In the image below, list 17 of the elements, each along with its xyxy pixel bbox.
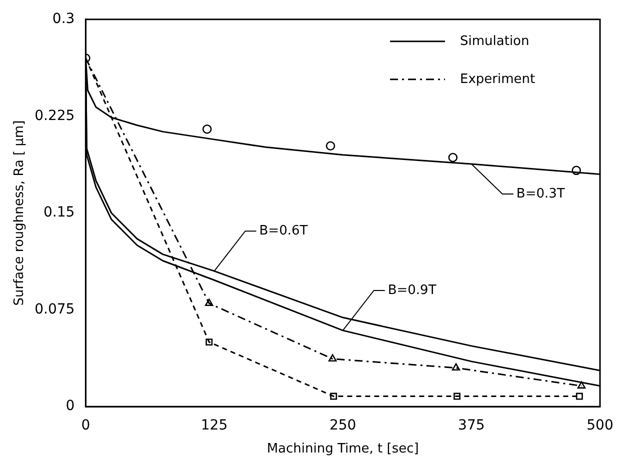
x-tick-label: 0 — [81, 418, 90, 434]
x-tick-label: 500 — [586, 418, 614, 434]
y-tick-label: 0.225 — [34, 108, 75, 124]
annotation: B=0.6T — [259, 223, 308, 238]
y-tick-label: 0.15 — [44, 204, 75, 221]
x-axis-title: Machining Time, t [sec] — [266, 442, 419, 457]
annotation: B=0.9T — [388, 282, 436, 298]
y-tick-label: 0.3 — [52, 11, 75, 28]
x-tick-label: 125 — [200, 418, 228, 434]
y-tick-label: 0.075 — [34, 301, 75, 318]
legend-label: Experiment — [460, 72, 536, 87]
annotation: B=0.3T — [516, 186, 565, 202]
legend-label: Simulation — [460, 34, 530, 49]
y-axis-title: Surface roughness, Ra [ μm] — [12, 120, 28, 306]
x-tick-label: 375 — [458, 418, 485, 434]
x-tick-label: 250 — [329, 418, 356, 434]
y-tick-label: 0 — [66, 398, 75, 414]
